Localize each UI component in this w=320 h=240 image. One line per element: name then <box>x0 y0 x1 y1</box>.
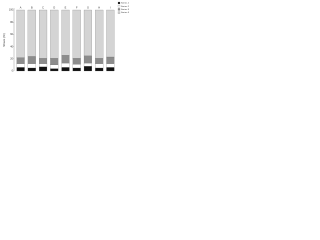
bar-segment <box>50 64 59 69</box>
bar-segment <box>16 63 25 68</box>
x-tick-label: G <box>87 7 89 10</box>
bar-segment <box>95 67 104 72</box>
x-tick-label: H <box>98 7 100 10</box>
y-tick-label: 40 <box>10 45 13 48</box>
bar-segment <box>106 56 115 64</box>
bar-segment <box>16 9 25 58</box>
bar-segment <box>27 63 36 69</box>
bar-segment <box>39 9 48 59</box>
bar-segment <box>39 58 48 64</box>
bar-segment <box>16 67 25 72</box>
bar-segment <box>39 66 48 72</box>
bar-segment <box>39 63 48 67</box>
y-axis-label: Share (%) <box>2 33 6 47</box>
x-tick-label: B <box>31 7 33 10</box>
y-tick-label: 100 <box>9 9 14 12</box>
bar-segment <box>83 66 92 72</box>
bar-segment <box>106 63 115 68</box>
bar-segment <box>50 58 59 65</box>
bar-segment <box>95 9 104 59</box>
y-tick-label: 60 <box>10 33 13 36</box>
bar-segment <box>95 58 104 64</box>
legend-label: Series 4 <box>121 11 130 14</box>
bar-segment <box>61 9 70 56</box>
legend-swatch <box>117 8 121 11</box>
x-tick-label: I <box>110 7 111 10</box>
legend-swatch <box>117 5 121 8</box>
x-tick-label: D <box>53 7 55 10</box>
bar-segment <box>50 68 59 72</box>
page: {"chart_data": {"type": "stacked-bar", "… <box>0 0 131 80</box>
bar-segment <box>61 67 70 72</box>
bar-segment <box>27 56 36 64</box>
legend-label: Series 3 <box>121 8 130 11</box>
bar-segment <box>106 67 115 72</box>
bar-segment <box>16 57 25 64</box>
bar-segment <box>61 62 70 68</box>
x-tick-label: A <box>20 7 22 10</box>
bar-segment <box>27 67 36 72</box>
bar-segment <box>72 58 81 65</box>
bar-segment <box>83 9 92 56</box>
bar-segment <box>83 62 92 67</box>
y-tick-label: 80 <box>10 21 13 24</box>
legend-label: Series 1 <box>121 2 130 5</box>
y-tick-label: 20 <box>10 57 13 60</box>
bar-segment <box>83 55 92 64</box>
legend-swatch <box>117 11 121 14</box>
bar-segment <box>27 9 36 57</box>
bar-segment <box>72 9 81 59</box>
x-tick-label: F <box>76 7 78 10</box>
bar-segment <box>50 9 59 59</box>
legend-label: Series 2 <box>121 5 130 8</box>
bar-segment <box>72 64 81 69</box>
bar-segment <box>72 67 81 72</box>
bar-segment <box>61 55 70 64</box>
bar-segment <box>106 9 115 58</box>
legend-swatch <box>117 1 121 5</box>
x-tick-label: E <box>65 7 67 10</box>
y-tick-label: 0 <box>12 70 14 73</box>
bar-segment <box>95 63 104 69</box>
x-tick-label: C <box>42 7 44 10</box>
